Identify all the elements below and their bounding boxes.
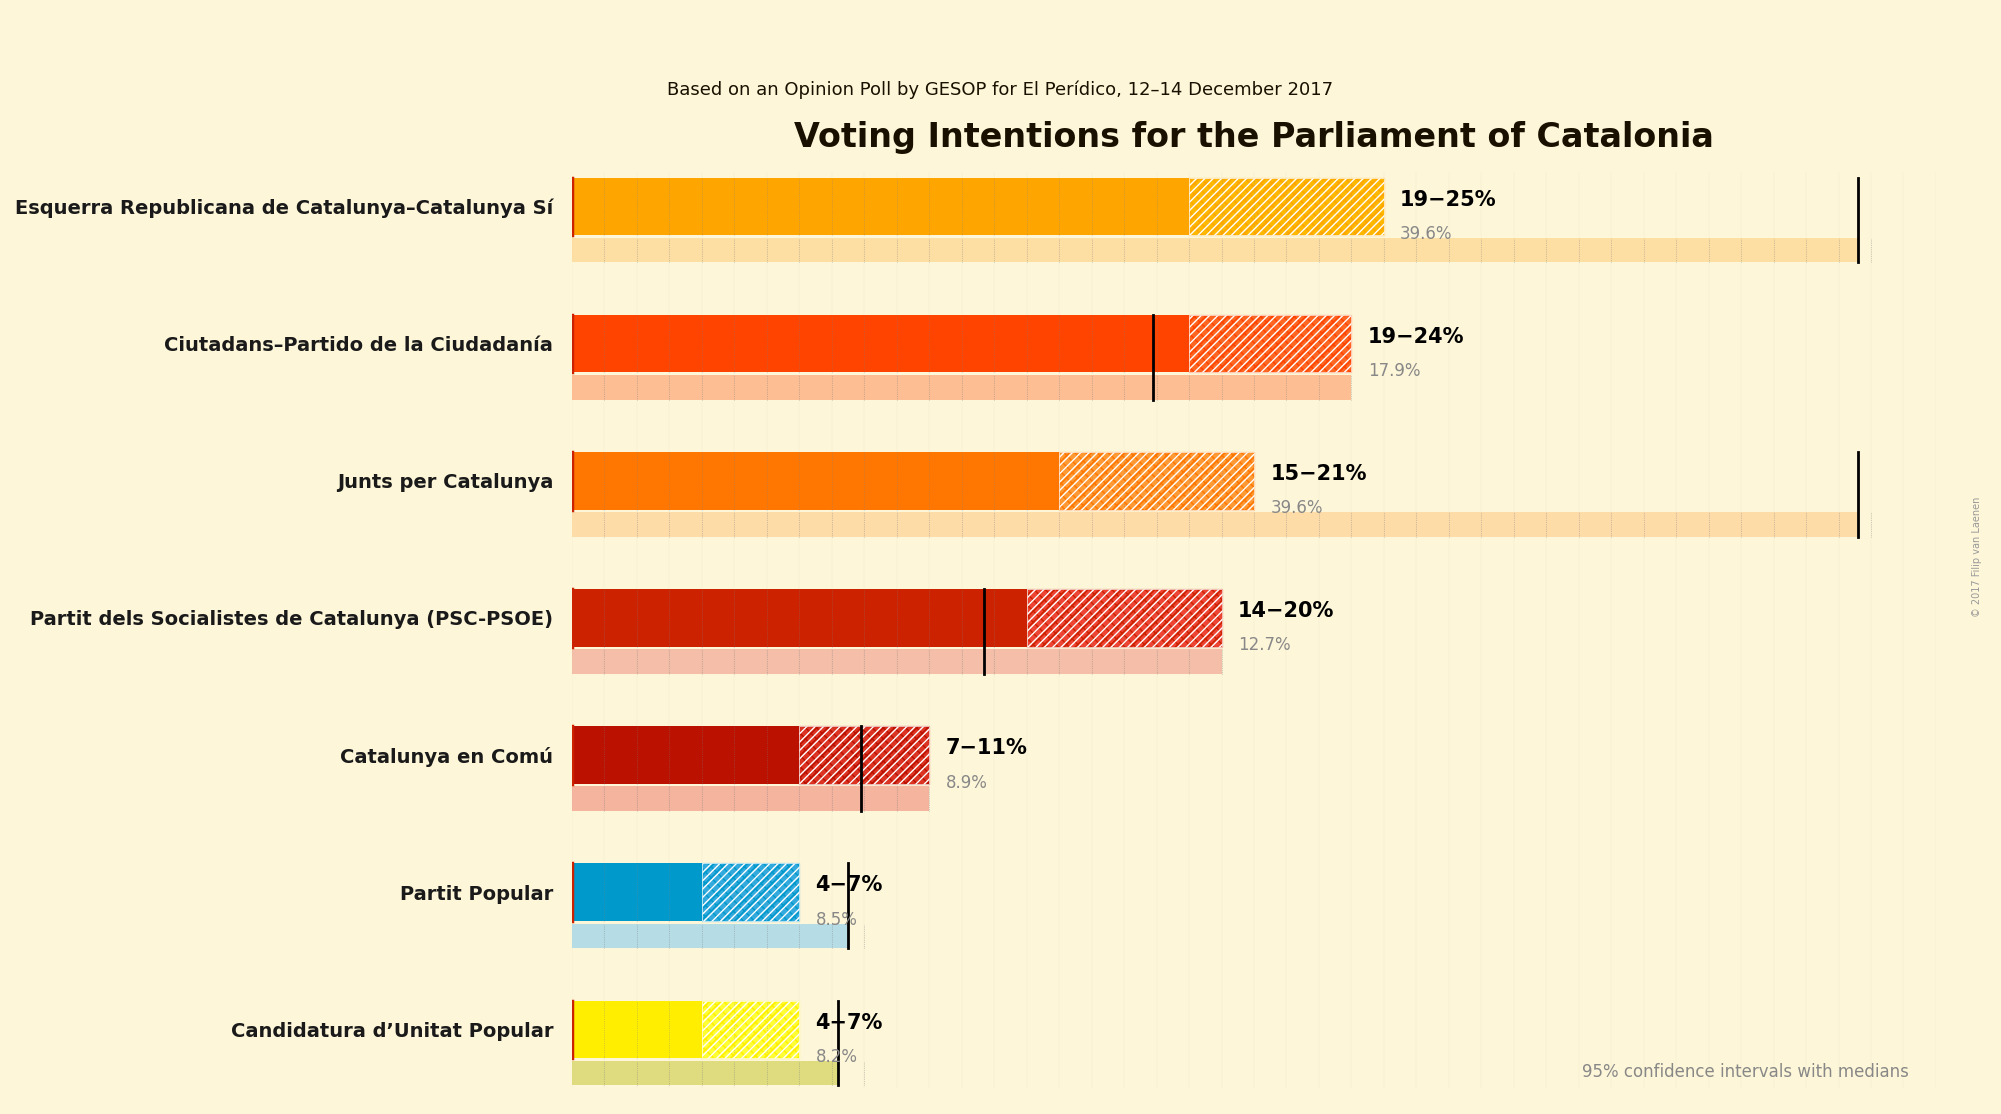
Text: Based on an Opinion Poll by GESOP for El Perídico, 12–14 December 2017: Based on an Opinion Poll by GESOP for El… — [668, 80, 1333, 99]
Text: © 2017 Filip van Laenen: © 2017 Filip van Laenen — [1973, 497, 1981, 617]
Text: 17.9%: 17.9% — [1367, 362, 1421, 380]
Bar — [1059, 452, 1255, 509]
Text: 12.7%: 12.7% — [1239, 636, 1291, 654]
Text: 14−20%: 14−20% — [1239, 602, 1335, 620]
Bar — [798, 726, 928, 784]
Text: 39.6%: 39.6% — [1401, 225, 1453, 243]
Bar — [1189, 177, 1385, 235]
Bar — [702, 1000, 798, 1058]
Bar — [572, 237, 1859, 263]
Text: 8.5%: 8.5% — [816, 910, 858, 929]
Bar — [1027, 589, 1221, 647]
Bar — [1189, 177, 1385, 235]
Bar — [702, 863, 798, 921]
Text: 19−25%: 19−25% — [1401, 189, 1497, 209]
Bar — [1059, 452, 1255, 509]
Bar — [572, 315, 1189, 372]
Bar — [1189, 315, 1351, 372]
Bar — [1189, 315, 1351, 372]
Bar — [798, 726, 928, 784]
Text: 4−7%: 4−7% — [816, 1013, 882, 1033]
Bar — [572, 726, 798, 784]
Bar — [572, 924, 848, 948]
Bar — [1027, 589, 1221, 647]
Bar — [572, 452, 1059, 509]
Text: 39.6%: 39.6% — [1271, 499, 1323, 517]
Bar — [1189, 177, 1385, 235]
Text: 7−11%: 7−11% — [944, 739, 1027, 759]
Bar — [702, 1000, 798, 1058]
Text: 8.2%: 8.2% — [816, 1048, 858, 1066]
Title: Voting Intentions for the Parliament of Catalonia: Voting Intentions for the Parliament of … — [794, 120, 1715, 154]
Bar — [572, 649, 1221, 674]
Bar — [572, 863, 702, 921]
Bar — [572, 589, 1027, 647]
Bar — [798, 726, 928, 784]
Bar — [1059, 452, 1255, 509]
Bar — [572, 786, 928, 811]
Bar — [702, 863, 798, 921]
Bar — [572, 1061, 838, 1085]
Text: 15−21%: 15−21% — [1271, 463, 1367, 483]
Bar — [702, 863, 798, 921]
Text: 8.9%: 8.9% — [944, 773, 986, 792]
Bar — [572, 177, 1189, 235]
Bar — [572, 512, 1859, 537]
Text: 19−24%: 19−24% — [1367, 326, 1465, 346]
Bar — [1027, 589, 1221, 647]
Text: 95% confidence intervals with medians: 95% confidence intervals with medians — [1583, 1063, 1909, 1081]
Bar — [702, 1000, 798, 1058]
Bar — [572, 1000, 702, 1058]
Text: 4−7%: 4−7% — [816, 876, 882, 896]
Bar — [572, 374, 1351, 400]
Bar — [1189, 315, 1351, 372]
